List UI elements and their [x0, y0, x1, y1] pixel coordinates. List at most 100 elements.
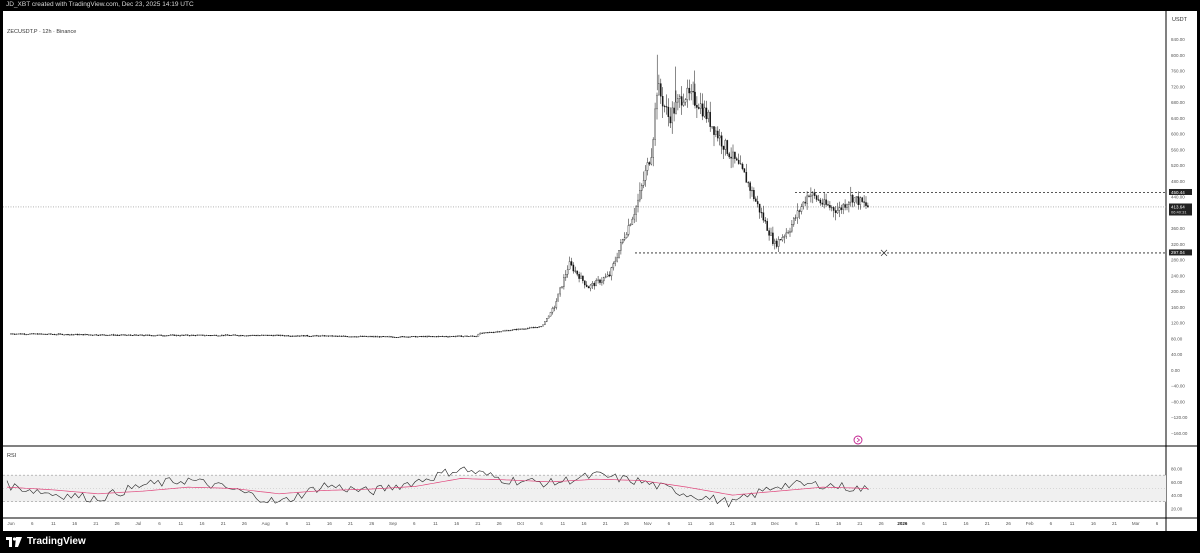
price-tick-label: 440.00: [1171, 195, 1185, 200]
time-tick-label: 6: [286, 521, 289, 526]
candle-body: [468, 336, 470, 337]
candle-body: [226, 334, 229, 336]
candle-body: [219, 335, 221, 337]
candle-body: [606, 274, 609, 277]
candle-body: [397, 337, 400, 338]
rsi-line: [6, 466, 869, 508]
candle-body: [511, 329, 514, 331]
candle-body: [325, 335, 328, 337]
candle-body: [808, 195, 810, 197]
brand[interactable]: TradingView: [6, 536, 86, 547]
candle-body: [84, 334, 86, 336]
price-label-tag: [1169, 203, 1192, 216]
time-tick-label: 6: [1156, 521, 1159, 526]
price-tick-label: 480.00: [1171, 179, 1185, 184]
price-tick-label: 240.00: [1171, 273, 1185, 278]
candle-body: [730, 156, 732, 159]
candle-body: [570, 261, 573, 266]
candle-body: [781, 237, 784, 241]
time-tick-label: 16: [327, 521, 333, 526]
candle-body: [639, 190, 641, 201]
chart-canvas[interactable]: ZECUSDT.P · 12h · Binance USDT RSI 840.00 80…: [3, 11, 1197, 531]
candle-body: [587, 286, 590, 289]
candle-body: [65, 334, 67, 335]
candle-body: [654, 108, 656, 140]
candle-body: [112, 334, 115, 336]
candle-body: [283, 335, 286, 337]
candle-body: [380, 336, 383, 338]
candle-body: [340, 335, 343, 337]
candle-body: [306, 335, 309, 337]
price-tick-label: 800.00: [1171, 53, 1185, 58]
time-tick-label: 11: [942, 521, 947, 526]
time-tick-label: 21: [221, 521, 227, 526]
rsi-tick-label: 60.00: [1171, 480, 1183, 485]
candle-body: [173, 334, 176, 336]
time-tick-label: Feb: [1026, 521, 1034, 526]
time-tick-label: 26: [751, 521, 757, 526]
time-tick-label: Mar: [1132, 521, 1140, 526]
candle-body: [217, 335, 219, 337]
candle-body: [623, 237, 626, 240]
price-tick-label: 0.00: [1171, 368, 1180, 373]
candle-body: [333, 335, 335, 337]
candle-body: [536, 327, 539, 329]
candle-body: [810, 194, 812, 197]
candle-body: [475, 336, 478, 338]
candle-body: [527, 328, 529, 330]
candle-body: [585, 284, 588, 287]
candle-body: [422, 336, 425, 338]
candle-body: [289, 335, 292, 337]
candle-body: [601, 280, 603, 283]
candle-body: [27, 334, 29, 335]
time-tick-label: 2026: [897, 521, 908, 526]
candle-body: [447, 336, 449, 338]
cross-marker: [880, 249, 888, 257]
candle-body: [561, 286, 563, 289]
candle-body: [504, 330, 506, 332]
time-tick-label: 11: [1070, 521, 1075, 526]
candle-body: [747, 182, 749, 184]
price-label-text: 297.04: [1171, 250, 1185, 255]
candle-body: [703, 107, 706, 117]
time-tick-label: 6: [668, 521, 671, 526]
candle-body: [363, 335, 366, 337]
candle-body: [401, 336, 404, 338]
candle-body: [758, 203, 761, 213]
candle-body: [21, 333, 24, 335]
time-tick-label: 26: [369, 521, 375, 526]
candle-body: [648, 162, 651, 165]
top-bar: JD_XBT created with TradingView.com, Dec…: [0, 0, 1200, 12]
candle-body: [487, 332, 489, 334]
candle-body: [576, 270, 578, 275]
candle-body: [53, 334, 56, 336]
candle-body: [682, 101, 685, 106]
candle-body: [796, 210, 799, 218]
price-label-tag: [1169, 249, 1192, 256]
candle-body: [863, 201, 865, 203]
candle-body: [145, 334, 147, 336]
candle-body: [274, 335, 276, 337]
price-tick-label: 160.00: [1171, 305, 1185, 310]
candle-body: [633, 214, 635, 220]
candle-body: [762, 212, 765, 221]
candle-body: [371, 336, 373, 338]
candle-body: [612, 263, 615, 269]
candle-body: [304, 335, 307, 337]
price-label-text: 413.64: [1171, 204, 1185, 209]
candle-body: [462, 336, 464, 337]
candle-body: [593, 283, 596, 287]
candle-body: [240, 335, 242, 337]
candle-body: [331, 335, 333, 337]
candle-body: [627, 225, 630, 235]
candle-body: [295, 335, 297, 337]
candle-body: [33, 333, 35, 335]
time-tick-label: 21: [475, 521, 481, 526]
candle-body: [266, 334, 269, 336]
candle-body: [732, 151, 734, 159]
candle-body: [618, 250, 620, 258]
candle-body: [245, 335, 248, 337]
candle-body: [650, 157, 653, 165]
candle-body: [772, 232, 774, 244]
chart-panel[interactable]: ZECUSDT.P · 12h · Binance USDT RSI 840.00 80…: [3, 11, 1197, 531]
